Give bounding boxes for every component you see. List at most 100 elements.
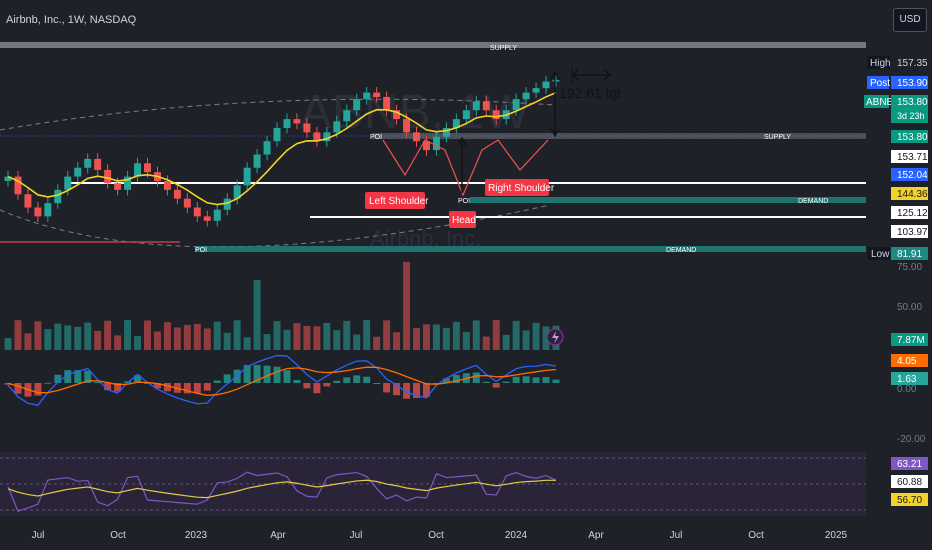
macd-hist-bar [223, 374, 231, 383]
candle-body [124, 176, 132, 190]
candle-body [24, 194, 32, 208]
volume-bar [54, 323, 62, 350]
candle-body [34, 207, 42, 217]
volume-bar [203, 328, 211, 350]
macd-hist-bar [532, 377, 540, 383]
rsi-level1: 60.88 [897, 477, 922, 488]
candle-body [413, 132, 420, 142]
macd-hist-bar [442, 378, 450, 383]
candle-body [243, 167, 251, 186]
demand-lower-label: DEMAND [666, 247, 696, 254]
macd-hist-bar [373, 383, 381, 384]
level-1: 153.71 [897, 152, 928, 163]
low-value: 81.91 [897, 249, 922, 260]
currency-button[interactable]: USD [893, 8, 927, 32]
volume-bar [532, 322, 540, 350]
macd-hist-bar [213, 380, 221, 383]
volume-bar [413, 328, 420, 350]
demand-upper-label: DEMAND [798, 198, 828, 205]
candle-body [422, 141, 430, 151]
candle-body [213, 209, 221, 221]
channel-lower [0, 204, 551, 248]
macd-hist-bar [54, 374, 62, 383]
macd-tick: 0.00 [897, 384, 917, 395]
candle-body [223, 198, 231, 210]
candle-body [64, 176, 72, 190]
macd-hist-bar [14, 383, 22, 394]
volume-bar [24, 333, 32, 350]
candle-body [333, 121, 341, 133]
x-tick-label: Oct [428, 530, 444, 541]
h-arrowhead-right [603, 69, 612, 81]
volume-bar [353, 334, 361, 350]
x-tick-label: 2025 [825, 530, 848, 541]
candle-body [432, 136, 440, 151]
macd-hist-bar [263, 365, 271, 383]
macd-hist-bar [163, 383, 171, 392]
volume-bar [64, 325, 72, 350]
rsi-line [7, 471, 557, 512]
rsi-level2: 56.70 [897, 495, 922, 506]
low-value-bg [891, 247, 928, 260]
volume-bar [253, 280, 261, 350]
level-3: 144.36 [897, 189, 928, 200]
volume-bar [263, 334, 271, 350]
rsi-ma-line [7, 479, 557, 499]
level-5-bg [891, 225, 928, 238]
x-tick-label: Apr [588, 530, 604, 541]
macd-hist-bar [363, 376, 371, 383]
candle-body [203, 216, 211, 221]
macd-hist-bar [134, 375, 142, 383]
macd-tick-low: -20.00 [897, 434, 926, 445]
macd-hist-bar [74, 370, 82, 383]
candle-body [54, 189, 62, 204]
volume-bar [144, 320, 151, 350]
volume-bar [323, 322, 331, 350]
candle-body [373, 92, 381, 97]
volume-bar [472, 320, 480, 350]
right-shoulder-badge [485, 179, 549, 196]
candle-body [393, 110, 401, 120]
level-5: 103.97 [897, 227, 928, 238]
candle-body [4, 176, 12, 181]
volume-bar [452, 321, 460, 350]
candle-body [552, 79, 560, 82]
level-4: 125.12 [897, 208, 928, 219]
macd-value1-bg [891, 354, 928, 367]
macd-hist-bar [393, 383, 401, 396]
x-tick-label: Apr [270, 530, 286, 541]
macd-hist-bar [44, 382, 52, 384]
left-shoulder-label: Left Shoulder [369, 196, 429, 207]
volume-bar [522, 330, 530, 350]
candle-body [452, 119, 460, 128]
macd-hist-bar [104, 383, 112, 391]
poi-mid-label: POI [458, 198, 470, 205]
hs-pattern-lines [382, 139, 549, 197]
volume-bar [124, 320, 132, 350]
macd-hist-bar [492, 383, 500, 388]
volume-bar [542, 326, 550, 350]
x-tick-label: 2023 [185, 530, 208, 541]
candle-body [363, 92, 371, 100]
tick-75: 75.00 [897, 262, 922, 273]
x-tick-label: Jul [670, 530, 683, 541]
high-tag: High [870, 58, 891, 69]
x-tick-label: Oct [748, 530, 764, 541]
post-tag: Post [870, 78, 890, 89]
left-shoulder-badge [365, 192, 425, 209]
candle-body [173, 189, 181, 199]
supply-zone-mid [372, 133, 866, 139]
macd-hist-bar [333, 380, 341, 383]
volume-bar [223, 332, 231, 350]
poi-bottom-label: POI [195, 247, 207, 254]
volume-bar [243, 337, 251, 350]
candle-body [293, 119, 301, 124]
volume-value: 7.87M [897, 335, 925, 346]
macd-value2-bg [891, 372, 928, 385]
macd-hist-bar [273, 366, 281, 383]
macd-hist-bar [522, 376, 530, 383]
level-2-bg [891, 168, 928, 181]
candle-body [542, 81, 550, 89]
candle-body [462, 110, 470, 120]
signal-line [7, 366, 557, 396]
